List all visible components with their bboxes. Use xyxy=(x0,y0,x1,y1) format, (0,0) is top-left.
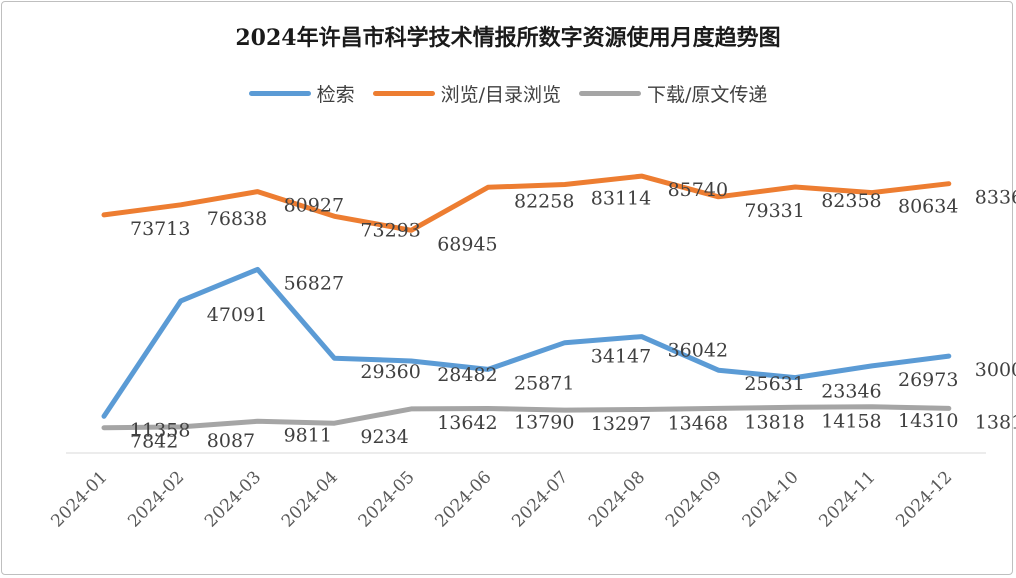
x-tick-label: 2024-03 xyxy=(201,467,265,531)
data-label-download: 9811 xyxy=(284,424,332,446)
legend-item-browse: 浏览/目录浏览 xyxy=(372,80,561,107)
legend: 检索 浏览/目录浏览 下载/原文传递 xyxy=(0,80,1016,107)
data-label-download: 7842 xyxy=(130,431,178,453)
data-label-browse: 76838 xyxy=(207,208,267,230)
data-label-browse: 79331 xyxy=(744,200,804,222)
data-label-search: 11358 xyxy=(130,419,190,441)
label-layer: 11358 47091 56827 29360 28482 25871 34147 36042… xyxy=(130,179,1016,453)
legend-label-download: 下载/原文传递 xyxy=(647,84,768,106)
data-label-search: 30000 xyxy=(975,359,1016,381)
x-tick-label: 2024-08 xyxy=(585,467,649,531)
x-tick-label: 2024-04 xyxy=(278,467,342,531)
tick-layer: 2024-01 2024-02 2024-03 2024-04 2024-05 2024-… xyxy=(47,467,956,531)
legend-item-search: 检索 xyxy=(248,80,355,107)
legend-swatch-search xyxy=(248,91,311,96)
data-label-search: 36042 xyxy=(668,340,728,362)
x-tick-label: 2024-10 xyxy=(739,467,803,531)
data-label-search: 28482 xyxy=(437,364,497,386)
x-tick-label: 2024-05 xyxy=(355,467,419,531)
data-label-download: 14158 xyxy=(821,410,881,432)
data-label-download: 9234 xyxy=(360,426,408,448)
x-tick-label: 2024-11 xyxy=(815,467,879,531)
series-layer xyxy=(101,173,952,431)
data-label-browse: 73713 xyxy=(130,218,190,240)
data-label-browse: 85740 xyxy=(668,179,728,201)
data-label-download: 13790 xyxy=(514,412,574,434)
legend-item-download: 下载/原文传递 xyxy=(579,80,767,107)
series-line-browse xyxy=(101,173,952,233)
data-label-search: 23346 xyxy=(821,381,881,403)
x-tick-label: 2024-02 xyxy=(124,467,188,531)
data-label-download: 13297 xyxy=(591,413,651,435)
x-tick-label: 2024-09 xyxy=(662,467,726,531)
data-label-download: 13818 xyxy=(975,411,1016,433)
data-label-download: 14310 xyxy=(898,410,958,432)
data-label-browse: 83114 xyxy=(591,188,651,210)
data-label-search: 25871 xyxy=(514,372,574,394)
legend-swatch-download xyxy=(579,91,641,96)
chart-title: 2024年许昌市科学技术情报所数字资源使用月度趋势图 xyxy=(235,25,781,51)
data-label-browse: 82358 xyxy=(821,190,881,212)
legend-swatch-browse xyxy=(372,91,435,96)
x-tick-label: 2024-12 xyxy=(892,467,956,531)
data-label-download: 8087 xyxy=(207,430,255,452)
data-label-search: 29360 xyxy=(360,361,420,383)
data-label-download: 13468 xyxy=(668,413,728,435)
data-label-download: 13818 xyxy=(744,411,804,433)
series-line-search xyxy=(101,266,952,419)
data-label-browse: 80634 xyxy=(898,196,958,218)
data-label-browse: 68945 xyxy=(437,233,497,255)
x-tick-label: 2024-07 xyxy=(508,467,572,531)
data-label-search: 25631 xyxy=(744,373,804,395)
x-tick-label: 2024-01 xyxy=(47,467,111,531)
data-label-browse: 82258 xyxy=(514,190,574,212)
legend-label-browse: 浏览/目录浏览 xyxy=(440,84,561,106)
data-label-download: 13642 xyxy=(437,412,497,434)
data-label-browse: 73293 xyxy=(360,219,420,241)
data-label-search: 34147 xyxy=(591,346,651,368)
data-label-search: 26973 xyxy=(898,369,958,391)
data-label-search: 47091 xyxy=(207,304,267,326)
legend-label-search: 检索 xyxy=(316,84,355,106)
data-label-search: 56827 xyxy=(284,272,344,294)
data-label-browse: 80927 xyxy=(284,195,344,217)
data-label-browse: 83367 xyxy=(975,187,1016,209)
x-tick-label: 2024-06 xyxy=(431,467,495,531)
series-line-download xyxy=(101,404,952,431)
